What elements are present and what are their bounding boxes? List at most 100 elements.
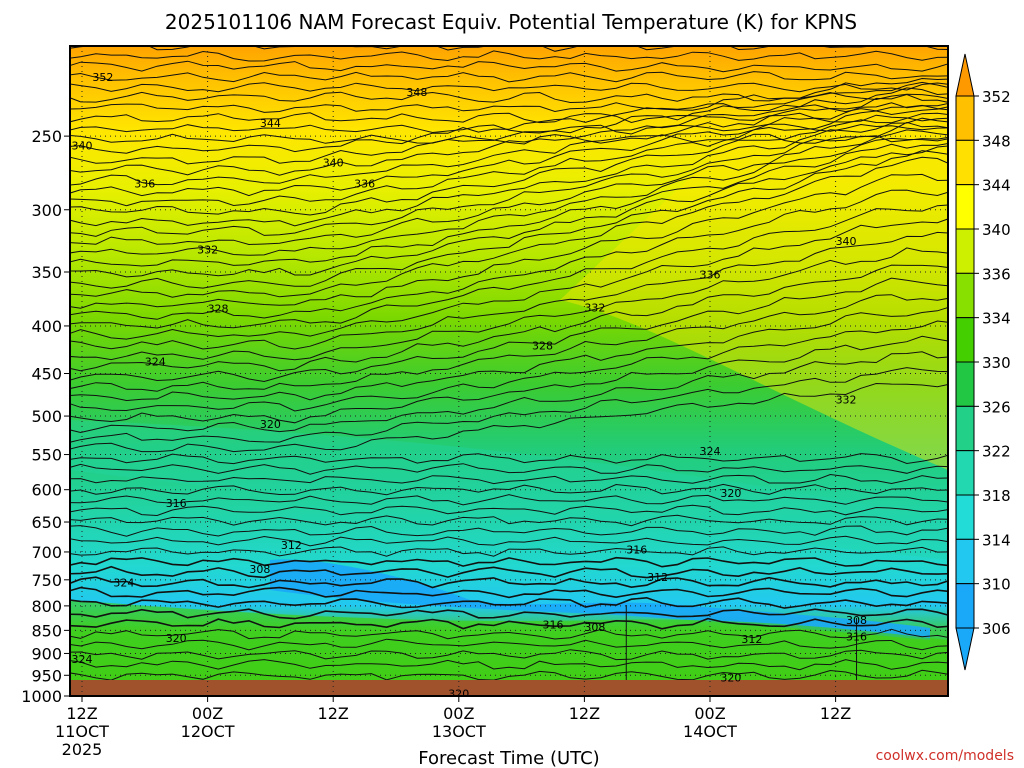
- contour-label: 332: [836, 394, 857, 407]
- colorbar-segment: [955, 450, 975, 496]
- contour-line: [70, 320, 948, 412]
- colorbar-segment: [955, 139, 975, 186]
- contour-label: 324: [113, 576, 134, 589]
- contour-label: 348: [406, 86, 427, 99]
- y-tick-label: 500: [31, 407, 62, 426]
- contour-label: 340: [72, 140, 93, 153]
- y-tick-label: 850: [31, 621, 62, 640]
- colorbar-segment: [955, 317, 975, 363]
- x-tick-hour: 00Z: [192, 704, 223, 723]
- contour-line: [70, 596, 948, 609]
- contour-line: [70, 133, 948, 145]
- y-tick-label: 900: [31, 644, 62, 663]
- contour-line: [70, 93, 948, 186]
- plot-area: 352 348 344 340 336 348 344 340 336 332 328 324 320 3…: [28, 46, 1014, 696]
- contour-line: [70, 247, 948, 361]
- contour-line: [70, 535, 948, 547]
- contour-line: [70, 494, 948, 506]
- contour-line: [70, 218, 948, 340]
- contour-line: [70, 351, 948, 434]
- contour-line: [70, 156, 948, 298]
- contour-label-box: [28, 106, 53, 119]
- colorbar: 352 348 344 340 336 334 330 326 322 318 314 310 306: [955, 53, 1011, 671]
- colorbar-segment: [955, 538, 975, 585]
- contour-line: [70, 117, 948, 227]
- contour-line: [70, 659, 948, 671]
- x-tick-hour: 12Z: [318, 704, 349, 723]
- y-tick-label: 950: [31, 666, 62, 685]
- contour-line: [70, 60, 948, 73]
- colorbar-label: 314: [982, 531, 1011, 549]
- y-tick-label: 550: [31, 446, 62, 465]
- colorbar-segment: [955, 272, 975, 319]
- colorbar-segment: [955, 405, 975, 452]
- contour-lines: [70, 46, 948, 696]
- colorbar-label: 344: [982, 177, 1011, 195]
- contour-label: 324: [700, 445, 721, 458]
- contour-label: 316: [166, 497, 187, 510]
- contour-label: 312: [741, 633, 762, 646]
- contour-line: [70, 617, 948, 630]
- y-tick-label: 400: [31, 317, 62, 336]
- colorbar-label: 352: [982, 88, 1011, 106]
- contour-label: 324: [72, 653, 93, 666]
- boundary-layer-region: [70, 600, 948, 680]
- contour-label: 336: [700, 268, 721, 281]
- contour-line: [70, 586, 948, 599]
- x-tick-year: 2025: [62, 740, 103, 759]
- contour-label: 320: [260, 418, 281, 431]
- chart-title: 2025101106 NAM Forecast Equiv. Potential…: [165, 10, 857, 34]
- colorbar-label: 306: [982, 620, 1011, 638]
- contour-line: [70, 102, 948, 113]
- contour-line: [70, 382, 948, 453]
- contour-label: 352: [92, 71, 113, 84]
- contour-label: 328: [208, 302, 229, 315]
- contour-line: [70, 546, 948, 557]
- contour-line: [70, 50, 948, 62]
- contour-line: [70, 231, 948, 350]
- contour-label: 348: [30, 107, 51, 120]
- contour-line: [70, 483, 948, 496]
- contour-label: 320: [720, 671, 741, 684]
- colorbar-label: 310: [982, 576, 1011, 594]
- contour-label: 320: [166, 632, 187, 645]
- contour-line: [70, 129, 948, 246]
- y-tick-label: 1000: [21, 687, 62, 706]
- x-tick-hour: 12Z: [66, 704, 97, 723]
- contour-label: 312: [647, 571, 668, 584]
- colorbar-label: 326: [982, 398, 1011, 416]
- credit-text: coolwx.com/models: [876, 748, 1014, 764]
- contour-line: [70, 294, 948, 392]
- contour-label: 328: [532, 340, 553, 353]
- contour-label: 336: [354, 177, 375, 190]
- contour-line: [70, 525, 948, 537]
- x-tick-hour: 12Z: [820, 704, 851, 723]
- contour-line: [70, 112, 948, 216]
- contour-line: [70, 106, 948, 207]
- y-tick-label: 750: [31, 571, 62, 590]
- contour-line: [70, 87, 948, 176]
- x-tick-hour: 00Z: [443, 704, 474, 723]
- contour-line: [70, 264, 948, 372]
- contour-line: [70, 649, 948, 661]
- contour-line: [70, 463, 948, 475]
- y-tick-label: 300: [31, 201, 62, 220]
- contour-label: 320: [720, 487, 741, 500]
- y-axis: 250 300 350 400 450 500 550 600 650 700 750 800 850 9…: [21, 127, 70, 706]
- contour-line: [70, 473, 948, 485]
- colorbar-label: 322: [982, 443, 1011, 461]
- colorbar-label: 336: [982, 265, 1011, 283]
- colorbar-segment: [955, 494, 975, 540]
- contour-line: [70, 137, 948, 256]
- colorbar-label: 348: [982, 132, 1011, 150]
- contour-line: [70, 608, 948, 620]
- contour-line: [70, 121, 948, 237]
- contour-label: 340: [836, 235, 857, 248]
- contour-line: [70, 81, 948, 165]
- contour-label: 340: [323, 157, 344, 170]
- contour-labels: 352 348 344 340 336 348 344 340 336 332 328 324 320 3…: [28, 71, 1014, 696]
- contour-label: 344: [993, 163, 1014, 176]
- contour-line: [70, 576, 948, 589]
- y-tick-label: 250: [31, 127, 62, 146]
